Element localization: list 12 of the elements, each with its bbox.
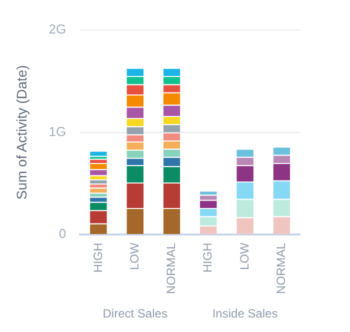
x-tick-label: LOW — [127, 242, 142, 270]
text: Direct Sales — [102, 306, 168, 320]
x-tick-label: HIGH — [200, 242, 215, 273]
x-tick-label: LOW — [237, 242, 252, 270]
y-tick-label: 1G — [48, 124, 66, 139]
x-tick-label: HIGH — [90, 242, 105, 273]
y-axis-title: Sum of Activity (Date) — [13, 65, 30, 200]
y-tick-label: 2G — [48, 22, 66, 37]
text: Inside Sales — [212, 306, 278, 320]
x-tick-label: NORMAL — [274, 242, 288, 294]
y-tick-label: 0 — [58, 226, 66, 242]
x-tick-label: NORMAL — [164, 242, 178, 294]
